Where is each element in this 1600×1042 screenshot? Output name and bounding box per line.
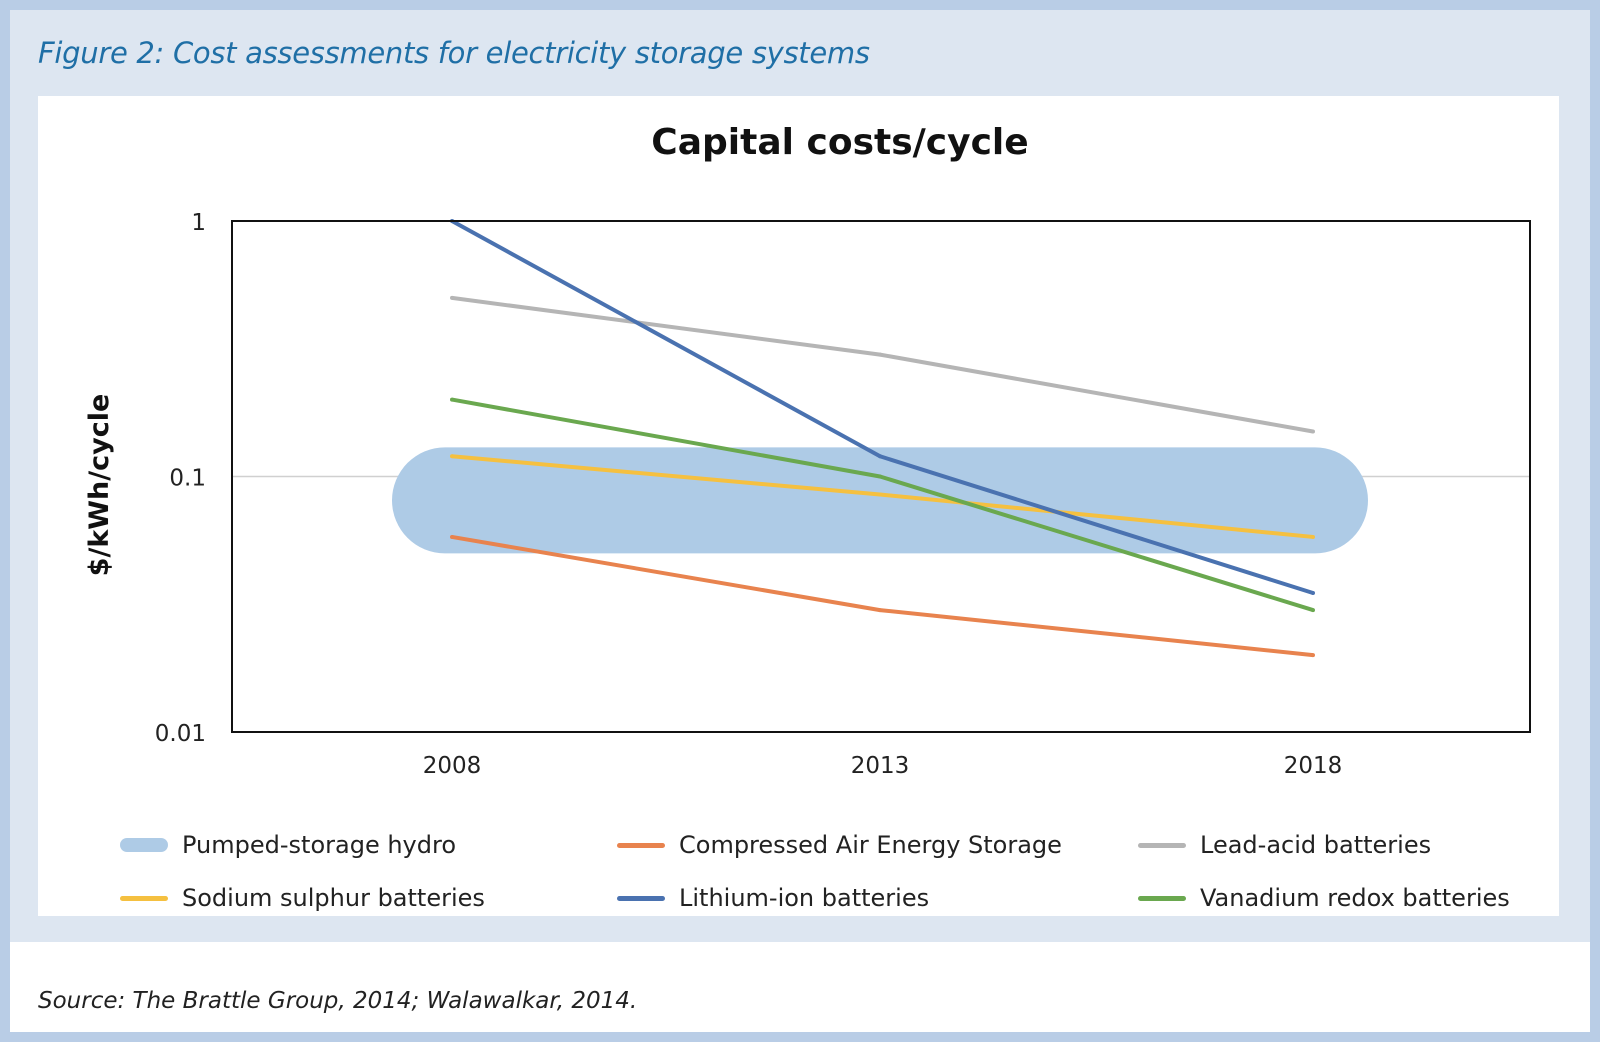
x-tick-label-2018: 2018 [1284,753,1343,779]
data-point-lithium-ion-batteries-2018 [1311,590,1315,595]
series-line-compressed-air-energy-storage [451,534,1314,658]
legend-swatch [1138,895,1186,901]
data-point-sodium-sulphur-batteries-2008 [450,454,454,459]
legend-swatch [120,895,168,901]
legend-swatch [617,895,665,901]
x-tick-label-2008: 2008 [423,753,482,779]
data-point-lead-acid-batteries-2018 [1311,429,1315,434]
data-point-sodium-sulphur-batteries-2018 [1311,534,1315,539]
legend-item-lithium-ion-batteries: Lithium-ion batteries [617,883,929,913]
data-point-compressed-air-energy-storage-2013 [878,608,882,613]
data-point-compressed-air-energy-storage-2008 [450,534,454,539]
legend-item-sodium-sulphur-batteries: Sodium sulphur batteries [120,883,485,913]
legend-label: Pumped-storage hydro [182,831,457,859]
figure-source: Source: The Brattle Group, 2014; Walawal… [38,988,638,1014]
source-band [10,942,1590,1032]
legend-label: Vanadium redox batteries [1200,884,1510,912]
data-point-compressed-air-energy-storage-2018 [1311,653,1315,658]
data-point-vanadium-redox-batteries-2018 [1311,608,1315,613]
data-point-lithium-ion-batteries-2013 [878,454,882,459]
data-point-vanadium-redox-batteries-2008 [450,397,454,402]
figure-title: Figure 2: Cost assessments for electrici… [38,36,870,70]
chart-title: Capital costs/cycle [651,122,1028,163]
legend-swatch [617,842,665,848]
legend-label: Lead-acid batteries [1200,831,1432,859]
y-tick-label: 0.01 [155,721,206,747]
legend-item-lead-acid-batteries: Lead-acid batteries [1138,830,1431,860]
legend-label: Sodium sulphur batteries [182,884,485,912]
legend-swatch [120,838,168,852]
legend-swatch [1138,842,1186,848]
x-tick-label-2013: 2013 [851,753,910,779]
legend-item-compressed-air-energy-storage: Compressed Air Energy Storage [617,830,1062,860]
legend-item-pumped-storage-hydro: Pumped-storage hydro [120,830,456,860]
series-line-lead-acid-batteries [451,295,1314,434]
y-tick-label: 1 [191,210,206,236]
y-tick-label: 0.1 [169,466,206,492]
y-axis-label: $/kWh/cycle [84,394,115,577]
plot-frame [231,220,1531,733]
data-point-vanadium-redox-batteries-2013 [878,474,882,479]
data-point-lead-acid-batteries-2013 [878,352,882,357]
data-point-lead-acid-batteries-2008 [450,295,454,300]
plot-layer: 1 0.1 0.01 2008 2013 2018 [155,210,1531,779]
data-point-sodium-sulphur-batteries-2013 [878,492,882,497]
legend-label: Compressed Air Energy Storage [679,831,1062,859]
legend-item-vanadium-redox-batteries: Vanadium redox batteries [1138,883,1510,913]
legend-label: Lithium-ion batteries [679,884,930,912]
